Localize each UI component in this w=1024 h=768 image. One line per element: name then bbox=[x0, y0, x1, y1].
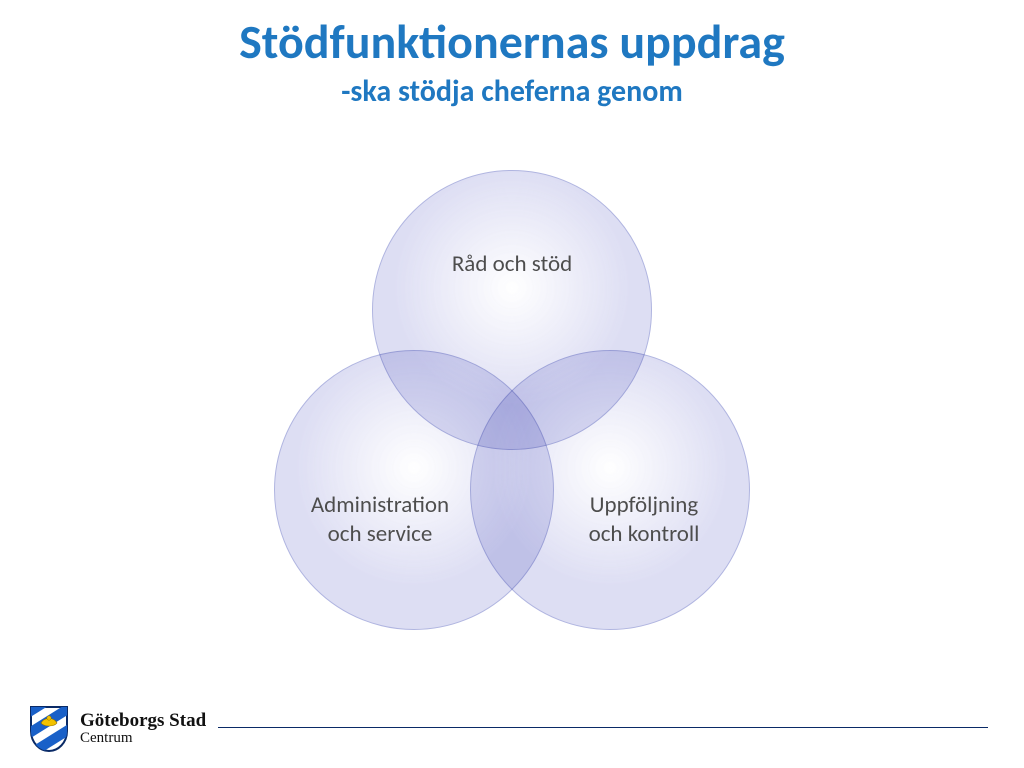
venn-circle-label-2: Administration och service bbox=[311, 491, 449, 549]
footer-logo-line1: Göteborgs Stad bbox=[80, 711, 206, 731]
venn-circle-label-1: Uppföljning och kontroll bbox=[589, 491, 700, 549]
footer-logo-line2: Centrum bbox=[80, 731, 206, 747]
slide-title: Stödfunktionernas uppdrag bbox=[0, 12, 1024, 71]
venn-circle-label-0: Råd och stöd bbox=[452, 250, 572, 279]
footer-divider bbox=[218, 727, 988, 728]
slide-subtitle: -ska stödja cheferna genom bbox=[0, 73, 1024, 110]
shield-icon bbox=[28, 705, 70, 753]
footer-logo-text: Göteborgs Stad Centrum bbox=[80, 711, 206, 747]
slide: Stödfunktionernas uppdrag -ska stödja ch… bbox=[0, 0, 1024, 768]
venn-circle-2: Administration och service bbox=[274, 350, 554, 630]
footer-logo: Göteborgs Stad Centrum bbox=[0, 705, 206, 753]
venn-diagram: Råd och stöd Uppföljning och kontroll Admi… bbox=[250, 170, 790, 670]
title-block: Stödfunktionernas uppdrag -ska stödja ch… bbox=[0, 0, 1024, 110]
footer: Göteborgs Stad Centrum bbox=[0, 690, 1024, 768]
